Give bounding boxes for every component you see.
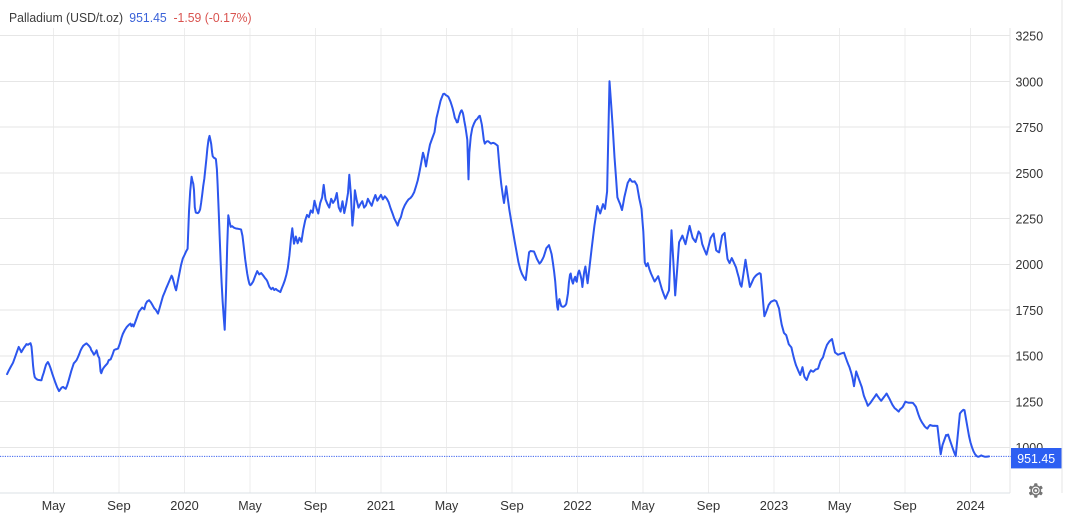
svg-text:May: May xyxy=(631,498,655,513)
svg-text:May: May xyxy=(435,498,459,513)
svg-text:2021: 2021 xyxy=(367,498,396,513)
svg-text:1250: 1250 xyxy=(1016,395,1044,410)
svg-text:2022: 2022 xyxy=(563,498,592,513)
svg-text:2750: 2750 xyxy=(1016,120,1044,135)
svg-text:Sep: Sep xyxy=(304,498,328,513)
svg-text:Sep: Sep xyxy=(500,498,524,513)
svg-text:1750: 1750 xyxy=(1016,303,1044,318)
svg-text:1500: 1500 xyxy=(1016,349,1044,364)
svg-text:Sep: Sep xyxy=(107,498,131,513)
svg-text:2250: 2250 xyxy=(1016,212,1044,227)
svg-text:3000: 3000 xyxy=(1016,74,1044,89)
svg-text:May: May xyxy=(42,498,66,513)
svg-text:2020: 2020 xyxy=(170,498,199,513)
svg-text:Sep: Sep xyxy=(697,498,721,513)
svg-text:2500: 2500 xyxy=(1016,166,1044,181)
svg-text:951.45: 951.45 xyxy=(1017,451,1055,466)
svg-text:May: May xyxy=(238,498,262,513)
svg-text:3250: 3250 xyxy=(1016,29,1044,44)
svg-text:Sep: Sep xyxy=(893,498,917,513)
svg-text:May: May xyxy=(828,498,852,513)
svg-text:2023: 2023 xyxy=(760,498,789,513)
svg-text:2000: 2000 xyxy=(1016,257,1044,272)
svg-text:2024: 2024 xyxy=(956,498,985,513)
